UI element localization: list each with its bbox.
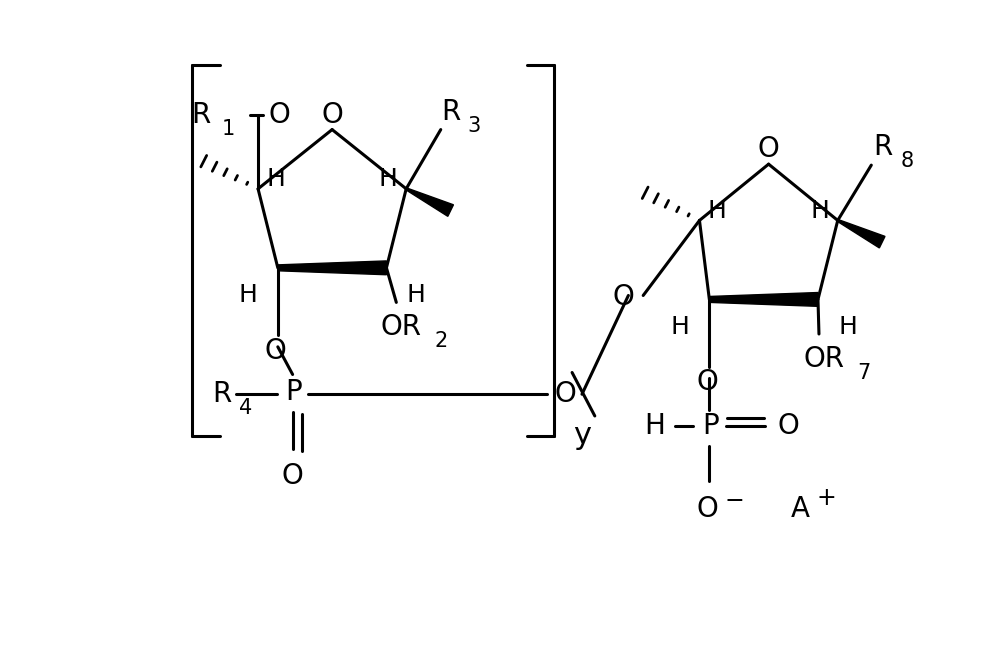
- Text: H: H: [266, 167, 285, 191]
- Text: OR: OR: [381, 313, 422, 341]
- Text: 7: 7: [857, 362, 870, 382]
- Text: H: H: [838, 315, 857, 339]
- Text: R: R: [191, 101, 210, 129]
- Text: 1: 1: [222, 119, 235, 139]
- Text: H: H: [811, 199, 829, 223]
- Text: H: H: [670, 315, 689, 339]
- Text: 2: 2: [434, 331, 447, 351]
- Text: O: O: [282, 462, 303, 490]
- Text: O: O: [269, 101, 291, 129]
- Text: +: +: [816, 486, 836, 510]
- Text: P: P: [702, 412, 719, 440]
- Text: −: −: [724, 489, 744, 513]
- Text: H: H: [645, 412, 665, 440]
- Text: 8: 8: [900, 151, 913, 171]
- Text: O: O: [321, 101, 343, 129]
- Text: O: O: [758, 135, 779, 163]
- Polygon shape: [406, 188, 453, 216]
- Text: H: H: [407, 283, 425, 307]
- Text: R: R: [212, 380, 231, 408]
- Text: O: O: [697, 495, 718, 523]
- Polygon shape: [837, 219, 885, 248]
- Text: 4: 4: [239, 398, 252, 418]
- Polygon shape: [709, 293, 818, 306]
- Text: H: H: [708, 199, 727, 223]
- Text: R: R: [441, 98, 460, 126]
- Text: R: R: [874, 133, 893, 161]
- Text: O: O: [697, 368, 718, 396]
- Text: 3: 3: [468, 115, 481, 135]
- Text: O: O: [265, 337, 287, 365]
- Text: H: H: [379, 167, 398, 191]
- Text: O: O: [777, 412, 799, 440]
- Text: O: O: [613, 283, 634, 311]
- Text: O: O: [554, 380, 576, 408]
- Text: A: A: [791, 495, 810, 523]
- Text: y: y: [573, 421, 591, 450]
- Text: OR: OR: [803, 345, 844, 373]
- Text: P: P: [285, 378, 302, 406]
- Polygon shape: [278, 261, 386, 275]
- Text: H: H: [239, 283, 258, 307]
